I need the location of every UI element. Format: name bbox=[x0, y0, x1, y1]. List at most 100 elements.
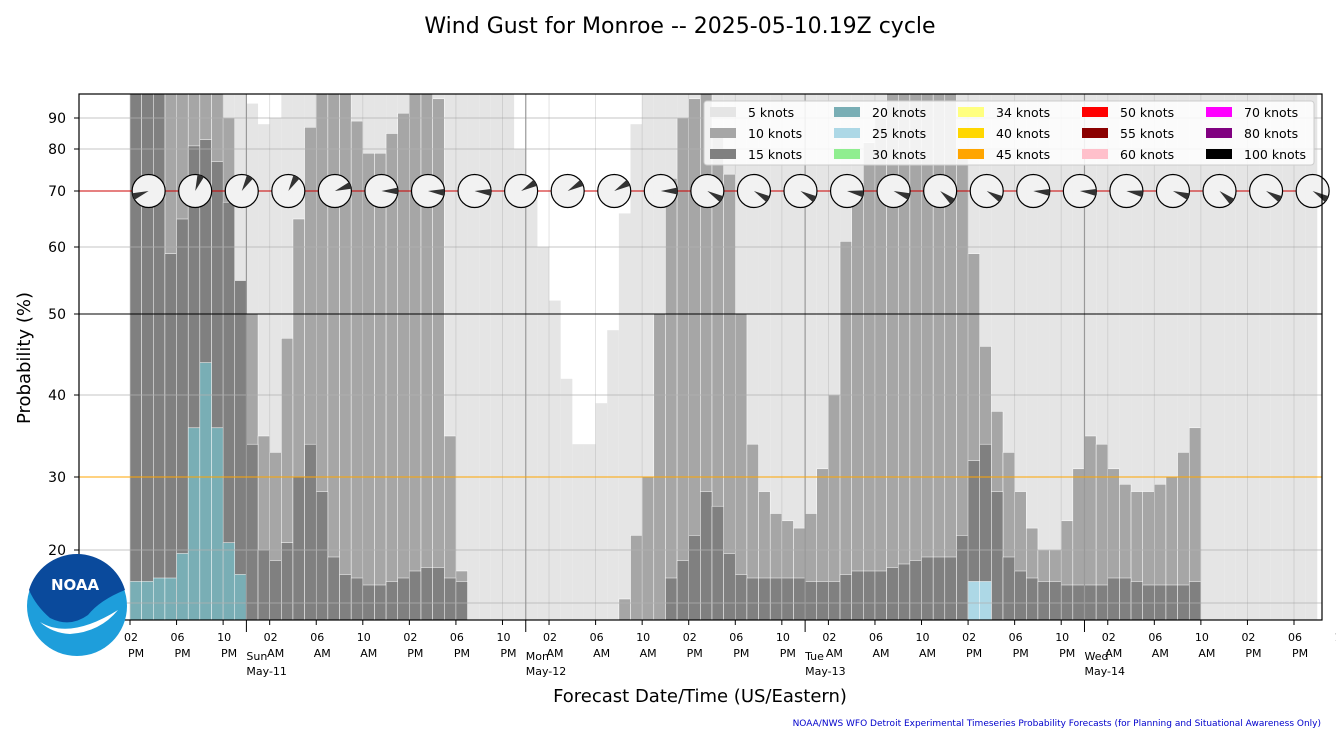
bar bbox=[887, 568, 899, 621]
x-tick-label-hour: 02 bbox=[962, 631, 976, 644]
bar bbox=[165, 254, 177, 620]
bar bbox=[863, 143, 875, 620]
x-tick-label-ampm: PM bbox=[780, 647, 796, 660]
x-tick-label-ampm: AM bbox=[1152, 647, 1169, 660]
bar bbox=[456, 94, 468, 620]
bar bbox=[340, 94, 352, 620]
bar bbox=[1026, 578, 1038, 620]
wind-direction-marker bbox=[318, 175, 351, 208]
x-tick-label-hour: 02 bbox=[403, 631, 417, 644]
x-tick-label-ampm: PM bbox=[221, 647, 237, 660]
bar bbox=[537, 247, 549, 620]
bar bbox=[619, 599, 631, 620]
bar bbox=[340, 575, 352, 621]
x-tick-label-ampm: AM bbox=[826, 647, 843, 660]
x-tick-label-hour: 02 bbox=[543, 631, 557, 644]
bar bbox=[700, 492, 712, 620]
bar bbox=[933, 94, 945, 620]
bar bbox=[316, 492, 328, 620]
y-tick-label: 30 bbox=[48, 470, 66, 486]
bar bbox=[1096, 585, 1108, 620]
bar bbox=[1271, 94, 1283, 620]
day-label: Sun bbox=[246, 650, 267, 663]
plot-area bbox=[79, 94, 1336, 620]
bar bbox=[875, 571, 887, 620]
legend-swatch bbox=[710, 128, 736, 138]
bar bbox=[374, 585, 386, 620]
bar bbox=[631, 535, 643, 620]
bar bbox=[456, 582, 468, 621]
bar bbox=[409, 94, 421, 620]
x-tick-label-hour: 10 bbox=[776, 631, 790, 644]
x-tick-label-hour: 10 bbox=[916, 631, 930, 644]
bar bbox=[468, 94, 480, 620]
x-tick-label-ampm: AM bbox=[872, 647, 889, 660]
wind-direction-marker bbox=[365, 175, 398, 208]
bar bbox=[596, 403, 608, 620]
x-tick-label-ampm: PM bbox=[500, 647, 516, 660]
x-tick-label-hour: 06 bbox=[869, 631, 883, 644]
day-date-label: May-14 bbox=[1084, 665, 1125, 678]
bar bbox=[1247, 94, 1259, 620]
y-axis: 2030405060708090 bbox=[48, 111, 79, 559]
day-label: Mon bbox=[526, 650, 549, 663]
bar bbox=[677, 118, 689, 620]
wind-direction-marker bbox=[1203, 175, 1236, 208]
bar bbox=[724, 554, 736, 621]
x-tick-label-hour: 10 bbox=[217, 631, 231, 644]
bar bbox=[514, 149, 526, 620]
bar bbox=[1084, 585, 1096, 620]
wind-direction-marker bbox=[412, 175, 445, 208]
y-tick-label: 60 bbox=[48, 240, 66, 256]
x-tick-label-hour: 06 bbox=[1148, 631, 1162, 644]
bar bbox=[200, 363, 212, 620]
x-tick-label-ampm: PM bbox=[1013, 647, 1029, 660]
legend: 5 knots10 knots15 knots20 knots25 knots3… bbox=[704, 101, 1314, 165]
bar bbox=[980, 582, 992, 621]
bar bbox=[1119, 578, 1131, 620]
bar bbox=[805, 582, 817, 621]
noaa-logo: NOAA bbox=[27, 554, 127, 656]
bar bbox=[153, 94, 165, 620]
x-axis: 02 PM 06 PM 10 PM 02 AM 06 AM 10 AM 02 PM 06 PM 10 PM 02 AM… bbox=[124, 620, 1336, 678]
day-date-label: May-11 bbox=[246, 665, 287, 678]
legend-label: 80 knots bbox=[1244, 126, 1298, 141]
wind-direction-marker bbox=[458, 175, 491, 208]
bar bbox=[991, 492, 1003, 620]
bar bbox=[898, 94, 910, 620]
legend-label: 55 knots bbox=[1120, 126, 1174, 141]
bar bbox=[177, 554, 189, 621]
day-date-label: May-12 bbox=[526, 665, 567, 678]
x-tick-label-hour: 02 bbox=[124, 631, 138, 644]
logo-text: NOAA bbox=[51, 576, 100, 594]
bar bbox=[759, 578, 771, 620]
bar bbox=[1050, 94, 1062, 620]
wind-direction-marker bbox=[551, 175, 584, 208]
bar bbox=[852, 183, 864, 620]
wind-direction-marker bbox=[272, 175, 305, 208]
bar bbox=[142, 582, 154, 621]
bar bbox=[363, 585, 375, 620]
wind-direction-marker bbox=[877, 175, 910, 208]
x-tick-label-hour: 10 bbox=[1195, 631, 1209, 644]
bar bbox=[211, 428, 223, 620]
bar bbox=[1131, 582, 1143, 621]
bar bbox=[491, 94, 503, 620]
bar bbox=[793, 578, 805, 620]
x-tick-label-hour: 02 bbox=[1241, 631, 1255, 644]
bar bbox=[1189, 582, 1201, 621]
bar bbox=[1166, 585, 1178, 620]
bar bbox=[130, 582, 142, 621]
bar bbox=[130, 94, 142, 620]
bar bbox=[351, 578, 363, 620]
bar bbox=[1201, 94, 1213, 620]
wind-direction-marker bbox=[1156, 175, 1189, 208]
x-tick-label-hour: 06 bbox=[729, 631, 743, 644]
x-tick-label-hour: 06 bbox=[590, 631, 604, 644]
x-tick-label-hour: 10 bbox=[357, 631, 371, 644]
x-tick-label-hour: 10 bbox=[496, 631, 510, 644]
bar bbox=[1015, 571, 1027, 620]
bar bbox=[246, 444, 258, 620]
probability-bars bbox=[130, 94, 1317, 620]
bar bbox=[305, 444, 317, 620]
